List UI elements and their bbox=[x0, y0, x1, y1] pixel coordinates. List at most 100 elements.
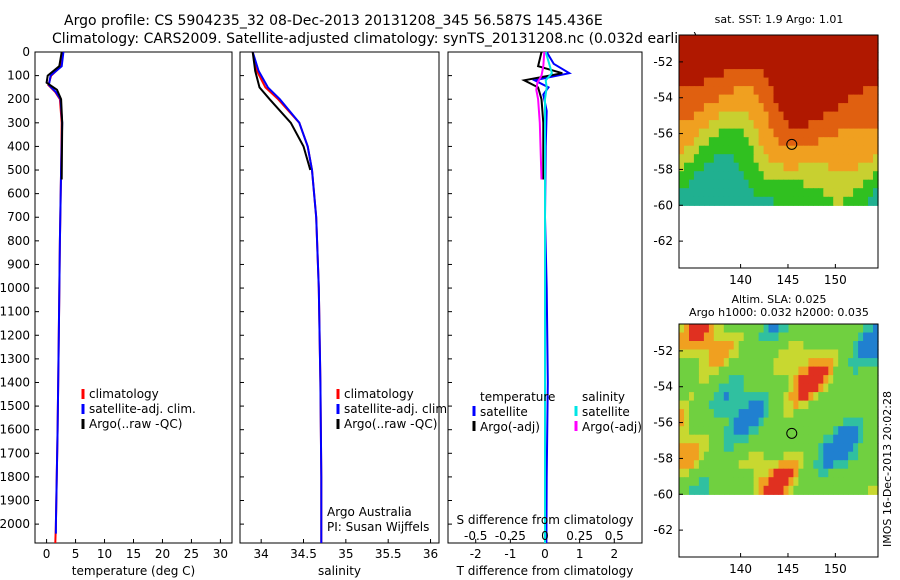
sst-cell bbox=[783, 171, 790, 181]
sst-cell bbox=[698, 60, 705, 70]
sst-cell bbox=[773, 162, 780, 172]
sla-cell bbox=[738, 332, 745, 342]
sst-cell bbox=[778, 128, 785, 138]
sst-cell bbox=[693, 154, 700, 164]
sst-cell bbox=[723, 35, 730, 45]
sst-cell bbox=[708, 179, 715, 189]
sst-cell bbox=[763, 162, 770, 172]
sst-cell bbox=[768, 145, 775, 155]
sst-cell bbox=[858, 103, 864, 113]
sst-cell bbox=[873, 154, 879, 164]
sst-cell bbox=[868, 94, 874, 104]
sla-cell bbox=[803, 366, 809, 376]
sla-cell bbox=[773, 451, 780, 461]
sla-cell bbox=[863, 392, 869, 402]
sst-cell bbox=[868, 162, 874, 172]
sst-cell bbox=[858, 52, 864, 62]
sst-cell bbox=[713, 35, 720, 45]
sst-cell bbox=[768, 171, 775, 181]
sla-cell bbox=[738, 392, 745, 402]
sst-cell bbox=[863, 188, 869, 198]
sla-cell bbox=[778, 332, 785, 342]
sst-cell bbox=[778, 103, 785, 113]
sla-cell bbox=[858, 324, 864, 334]
sst-cell bbox=[684, 86, 690, 96]
sst-cell bbox=[823, 35, 829, 45]
sst-cell bbox=[733, 188, 740, 198]
sla-cell bbox=[689, 324, 695, 334]
sla-cell bbox=[778, 434, 785, 444]
sst-cell bbox=[728, 154, 735, 164]
sla-cell bbox=[783, 358, 790, 368]
sla-cell bbox=[823, 460, 829, 470]
sst-cell bbox=[843, 52, 849, 62]
sst-cell bbox=[773, 111, 780, 121]
sla-cell bbox=[873, 443, 879, 453]
sst-cell bbox=[863, 86, 869, 96]
sst-cell bbox=[684, 43, 690, 53]
sla-cell bbox=[758, 409, 765, 419]
sst-cell bbox=[823, 103, 829, 113]
sla-cell bbox=[718, 341, 725, 351]
sla-cell bbox=[718, 366, 725, 376]
sla-cell bbox=[693, 460, 700, 470]
y-tick-label: -62 bbox=[653, 523, 673, 537]
sst-cell bbox=[788, 171, 795, 181]
sla-cell bbox=[723, 400, 730, 410]
sla-cell bbox=[843, 485, 849, 495]
sst-cell bbox=[768, 94, 775, 104]
sst-cell bbox=[863, 77, 869, 87]
sla-cell bbox=[798, 434, 804, 444]
sst-cell bbox=[718, 137, 725, 147]
x-tick-label: 145 bbox=[777, 562, 800, 576]
sst-cell bbox=[803, 145, 809, 155]
y-tick-label: -54 bbox=[653, 380, 673, 394]
sla-cell bbox=[713, 366, 720, 376]
sst-cell bbox=[798, 94, 804, 104]
sla-cell bbox=[684, 332, 690, 342]
sla-cell bbox=[713, 324, 720, 334]
sla-cell bbox=[778, 349, 785, 359]
sst-cell bbox=[684, 77, 690, 87]
sst-cell bbox=[768, 77, 775, 87]
sst-cell bbox=[853, 43, 859, 53]
sla-cell bbox=[743, 409, 750, 419]
sla-cell bbox=[708, 460, 715, 470]
sla-cell bbox=[863, 485, 869, 495]
sla-cell bbox=[763, 392, 770, 402]
sst-cell bbox=[758, 77, 765, 87]
sst-cell bbox=[693, 111, 700, 121]
sst-cell bbox=[773, 43, 780, 53]
sla-cell bbox=[689, 366, 695, 376]
sla-cell bbox=[763, 375, 770, 385]
sla-cell bbox=[728, 434, 735, 444]
sla-cell bbox=[873, 349, 879, 359]
sla-cell bbox=[778, 341, 785, 351]
sst-cell bbox=[848, 43, 854, 53]
sla-cell bbox=[738, 409, 745, 419]
sst-cell bbox=[738, 52, 745, 62]
sla-cell bbox=[723, 332, 730, 342]
sst-cell bbox=[728, 120, 735, 130]
sla-cell bbox=[703, 341, 710, 351]
sst-cell bbox=[733, 43, 740, 53]
sst-cell bbox=[723, 43, 730, 53]
sst-cell bbox=[773, 128, 780, 138]
legend-label: Argo(..raw -QC) bbox=[344, 417, 437, 431]
sst-cell bbox=[808, 86, 814, 96]
sst-cell bbox=[848, 171, 854, 181]
sst-cell bbox=[708, 120, 715, 130]
sla-cell bbox=[798, 485, 804, 495]
sst-cell bbox=[698, 35, 705, 45]
sla-cell bbox=[778, 409, 785, 419]
sla-cell bbox=[798, 349, 804, 359]
sla-cell bbox=[858, 375, 864, 385]
sst-cell bbox=[679, 94, 685, 104]
header-line-1: Argo profile: CS 5904235_32 08-Dec-2013 … bbox=[64, 13, 603, 29]
sla-cell bbox=[858, 417, 864, 427]
sst-cell bbox=[793, 86, 799, 96]
sla-cell bbox=[838, 366, 844, 376]
sst-cell bbox=[843, 154, 849, 164]
sst-cell bbox=[698, 43, 705, 53]
sla-cell bbox=[838, 460, 844, 470]
